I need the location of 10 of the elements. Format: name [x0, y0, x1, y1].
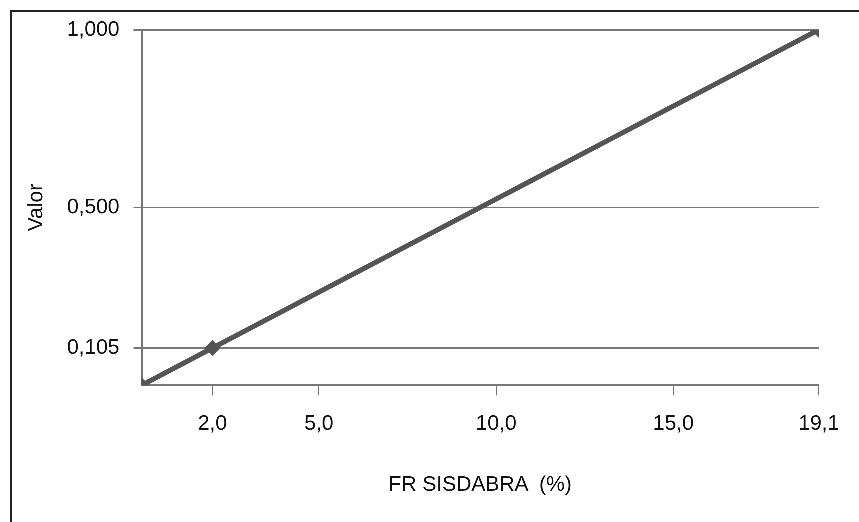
x-axis-title: FR SISDABRA (%) [388, 473, 572, 496]
y-tick-label: 1,000 [67, 18, 120, 41]
y-tick-label: 0,105 [67, 336, 120, 360]
x-tick-label: 2,0 [198, 412, 228, 435]
x-tick-label: 19,1 [798, 412, 840, 435]
y-axis-title: Valor [24, 184, 48, 232]
x-tick-label: 10,0 [476, 412, 517, 435]
x-tick-label: 5,0 [304, 412, 334, 435]
y-tick-label: 0,500 [67, 196, 120, 219]
x-tick-label: 15,0 [653, 412, 694, 435]
